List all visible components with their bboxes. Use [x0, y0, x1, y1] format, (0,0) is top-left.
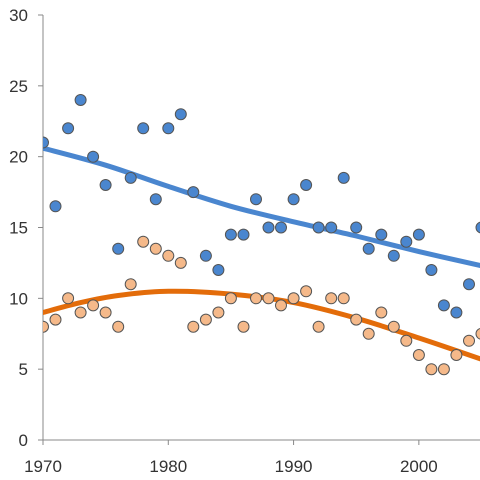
data-point-series-1	[262, 221, 275, 234]
data-point-series-2	[62, 292, 75, 305]
data-point-series-2	[463, 334, 475, 347]
data-point-series-1	[187, 186, 200, 199]
data-point-series-1	[387, 249, 400, 262]
data-point-series-1	[49, 200, 62, 213]
data-point-series-2	[137, 235, 150, 248]
y-tick-label: 10	[9, 289, 28, 308]
data-point-series-1	[137, 122, 150, 135]
data-point-series-1	[62, 122, 75, 135]
data-point-series-2	[162, 249, 175, 262]
data-point-series-1	[174, 108, 187, 121]
data-point-series-1	[450, 306, 463, 319]
data-point-series-1	[287, 193, 300, 206]
series-2	[43, 235, 480, 376]
data-point-series-1	[337, 171, 350, 184]
data-point-series-1	[437, 299, 450, 312]
x-tick-label: 1990	[275, 457, 313, 476]
data-point-series-2	[43, 320, 49, 333]
data-point-series-2	[362, 327, 375, 340]
data-point-series-1	[312, 221, 325, 234]
data-point-series-1	[275, 221, 287, 234]
plot-area	[43, 94, 480, 376]
data-point-series-2	[49, 313, 62, 326]
data-point-series-2	[174, 256, 187, 269]
series-1	[43, 94, 480, 319]
data-point-series-2	[262, 292, 275, 305]
data-point-series-2	[300, 285, 313, 298]
data-point-series-2	[375, 306, 388, 319]
y-tick-label: 20	[9, 148, 28, 167]
y-tick-label: 15	[9, 219, 28, 238]
data-point-series-2	[387, 320, 400, 333]
x-tick-label: 1980	[149, 457, 187, 476]
data-point-series-1	[425, 264, 438, 276]
data-point-series-1	[199, 249, 212, 262]
x-tick-label: 1970	[24, 457, 62, 476]
data-point-series-1	[74, 94, 87, 106]
data-point-series-2	[400, 334, 413, 347]
data-point-series-1	[412, 228, 425, 241]
data-point-series-2	[237, 320, 250, 333]
data-point-series-1	[112, 242, 125, 255]
axes	[38, 14, 480, 445]
data-point-series-2	[475, 327, 480, 340]
data-point-series-1	[400, 235, 413, 248]
data-point-series-2	[312, 320, 325, 333]
data-point-series-2	[99, 306, 112, 319]
data-point-series-2	[74, 306, 87, 319]
data-point-series-1	[237, 228, 250, 241]
data-point-series-2	[275, 299, 287, 312]
data-point-series-2	[250, 292, 262, 305]
data-point-series-2	[87, 299, 100, 312]
x-tick-label: 2000	[400, 457, 438, 476]
data-point-series-1	[375, 228, 388, 241]
data-point-series-1	[43, 136, 49, 149]
data-point-series-2	[112, 320, 125, 333]
data-point-series-2	[124, 278, 137, 291]
data-point-series-2	[287, 292, 300, 305]
data-point-series-2	[199, 313, 212, 326]
data-point-series-2	[350, 313, 363, 326]
data-point-series-2	[425, 363, 438, 376]
y-tick-label: 30	[9, 6, 28, 25]
data-point-series-2	[437, 363, 450, 376]
data-point-series-2	[450, 349, 463, 361]
tick-labels: 0 5 10 15 20 25 30 1970 1980 1990 2000	[9, 6, 438, 476]
data-point-series-2	[149, 242, 162, 255]
data-point-series-1	[124, 171, 137, 184]
y-tick-label: 0	[19, 431, 28, 450]
data-point-series-1	[300, 179, 313, 191]
data-point-series-1	[350, 221, 363, 234]
data-point-series-2	[412, 349, 425, 361]
data-point-series-1	[250, 193, 262, 206]
data-point-series-1	[99, 179, 112, 191]
data-point-series-1	[87, 150, 100, 163]
data-point-series-2	[337, 292, 350, 305]
data-point-series-2	[212, 306, 225, 319]
data-point-series-1	[212, 264, 225, 276]
data-point-series-1	[149, 193, 162, 206]
y-tick-label: 25	[9, 77, 28, 96]
data-point-series-1	[162, 122, 175, 135]
data-point-series-2	[224, 292, 237, 305]
data-point-series-2	[325, 292, 338, 305]
trend-line-series-2	[43, 288, 480, 362]
data-point-series-2	[187, 320, 200, 333]
data-point-series-1	[463, 278, 475, 291]
data-point-series-1	[224, 228, 237, 241]
data-point-series-1	[362, 242, 375, 255]
data-point-series-1	[325, 221, 338, 234]
trend-line-series-1	[43, 145, 480, 269]
y-tick-label: 5	[19, 360, 28, 379]
data-point-series-1	[475, 221, 480, 234]
